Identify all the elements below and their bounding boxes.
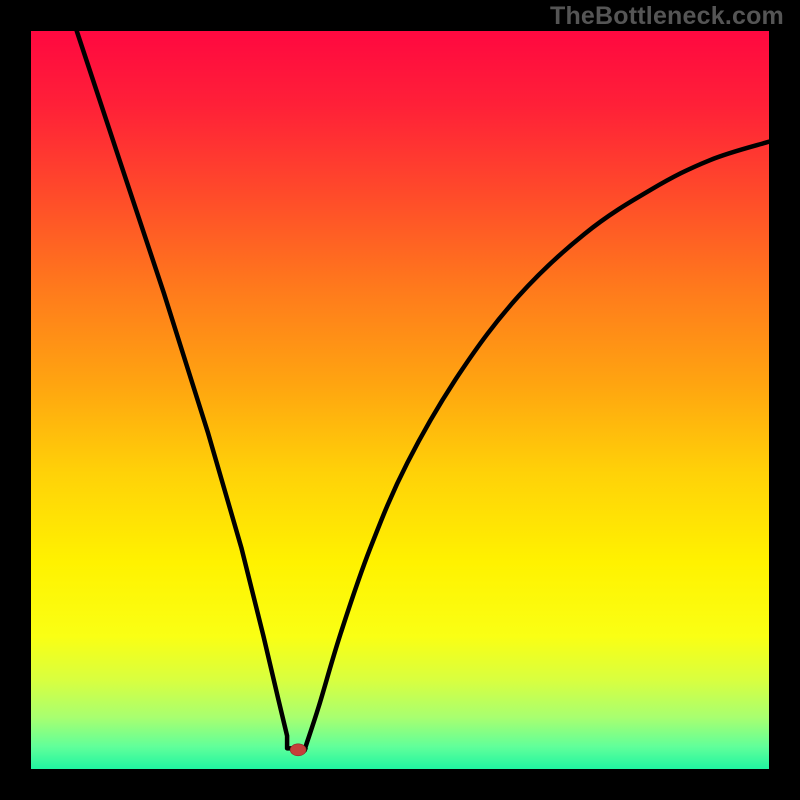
gradient-background [31,31,769,769]
watermark-text: TheBottleneck.com [550,2,784,31]
chart-svg [31,31,769,769]
optimum-marker [290,744,306,756]
plot-area [31,31,769,769]
chart-frame: TheBottleneck.com [0,0,800,800]
